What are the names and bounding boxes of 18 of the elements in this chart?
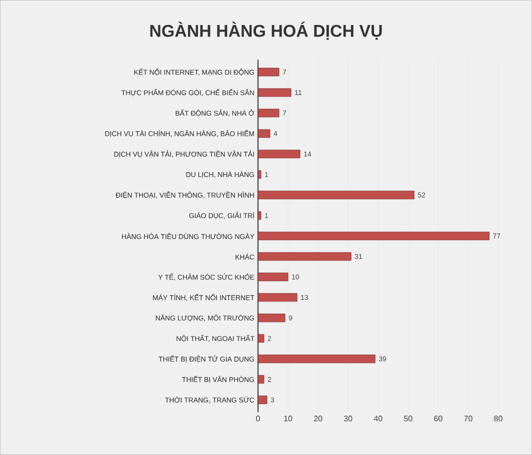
bar [258,150,300,158]
bar [258,375,264,384]
bar [258,129,270,138]
bar [258,272,288,282]
bar [258,334,264,343]
bar [258,232,490,240]
bar [258,293,298,302]
bar [258,314,286,322]
bar [258,190,414,200]
bar [258,211,262,220]
bar [258,108,280,118]
bar [258,68,280,76]
bar [258,354,376,364]
bar [258,170,262,179]
bar [258,396,268,404]
chart-title: NGÀNH HÀNG HOÁ DỊCH VỤ [150,22,382,40]
bar [258,252,352,261]
bar [258,88,292,97]
